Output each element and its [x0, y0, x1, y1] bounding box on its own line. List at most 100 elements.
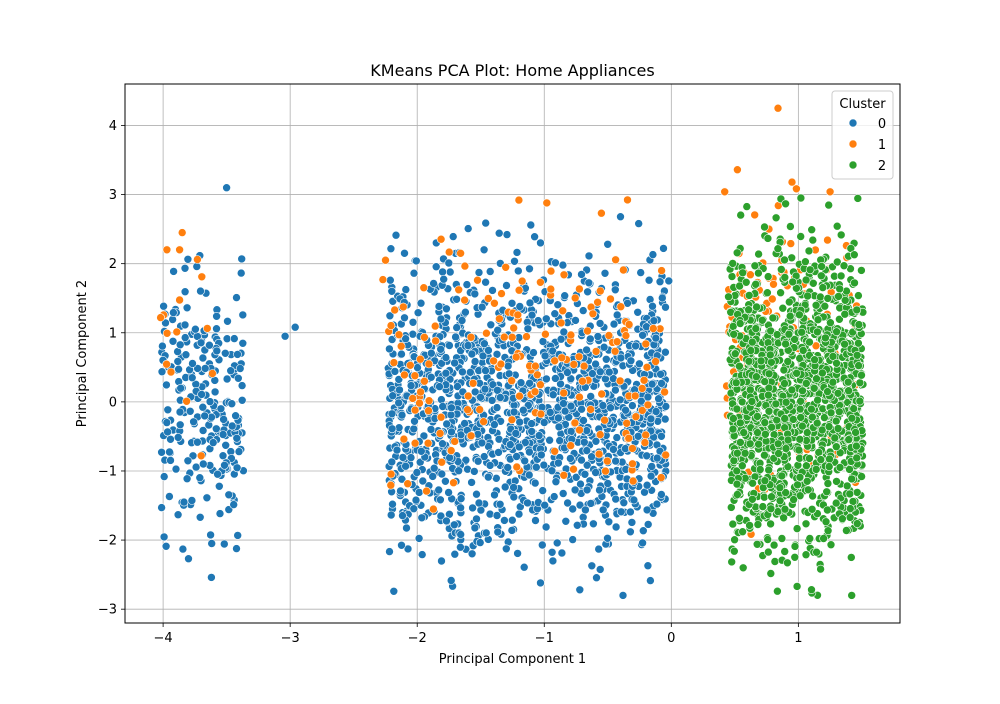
point-cluster-2 — [813, 327, 822, 337]
point-cluster-0 — [157, 367, 167, 377]
point-cluster-2 — [735, 418, 745, 428]
point-cluster-0 — [595, 367, 605, 377]
point-cluster-2 — [735, 513, 744, 523]
point-cluster-0 — [473, 456, 483, 466]
point-cluster-0 — [183, 254, 193, 264]
point-cluster-2 — [824, 200, 834, 210]
point-cluster-1 — [162, 245, 172, 255]
point-cluster-0 — [468, 503, 477, 513]
point-cluster-0 — [591, 468, 600, 477]
point-cluster-2 — [821, 517, 831, 527]
point-cluster-0 — [438, 267, 447, 277]
point-cluster-2 — [790, 542, 800, 551]
point-cluster-1 — [177, 228, 187, 237]
point-cluster-1 — [182, 396, 191, 406]
point-cluster-2 — [801, 275, 811, 285]
point-cluster-0 — [603, 240, 613, 249]
point-cluster-0 — [577, 455, 586, 465]
point-cluster-2 — [816, 455, 826, 464]
point-cluster-2 — [761, 429, 770, 439]
point-cluster-2 — [847, 413, 857, 423]
point-cluster-0 — [397, 410, 407, 420]
point-cluster-0 — [410, 416, 419, 426]
point-cluster-2 — [807, 225, 817, 234]
point-cluster-0 — [488, 286, 497, 295]
point-cluster-0 — [601, 354, 611, 364]
point-cluster-2 — [745, 521, 754, 530]
point-cluster-0 — [626, 507, 635, 517]
point-cluster-0 — [403, 544, 413, 554]
point-cluster-2 — [775, 483, 785, 493]
point-cluster-2 — [792, 368, 801, 378]
point-cluster-0 — [193, 437, 202, 447]
point-cluster-2 — [811, 465, 821, 474]
point-cluster-2 — [767, 492, 776, 502]
point-cluster-2 — [852, 453, 862, 463]
point-cluster-2 — [846, 553, 856, 562]
point-cluster-1 — [648, 324, 658, 333]
point-cluster-0 — [387, 424, 397, 434]
point-cluster-0 — [202, 493, 212, 503]
point-cluster-1 — [823, 235, 832, 245]
point-cluster-2 — [850, 278, 859, 288]
point-cluster-0 — [592, 573, 601, 583]
point-cluster-2 — [831, 498, 841, 508]
point-cluster-1 — [621, 331, 631, 340]
point-cluster-2 — [780, 255, 789, 265]
point-cluster-1 — [536, 277, 545, 287]
point-cluster-0 — [520, 438, 530, 447]
point-cluster-2 — [760, 418, 770, 427]
point-cluster-0 — [180, 263, 190, 273]
point-cluster-0 — [206, 530, 215, 540]
point-cluster-2 — [802, 428, 812, 437]
point-cluster-0 — [386, 244, 396, 253]
point-cluster-1 — [450, 437, 460, 446]
point-cluster-1 — [496, 359, 506, 369]
point-cluster-2 — [801, 550, 811, 560]
point-cluster-2 — [767, 357, 776, 367]
point-cluster-2 — [760, 222, 769, 232]
point-cluster-2 — [826, 318, 835, 328]
point-cluster-2 — [760, 450, 769, 460]
point-cluster-2 — [802, 476, 812, 486]
point-cluster-0 — [547, 547, 557, 557]
point-cluster-2 — [848, 497, 858, 506]
point-cluster-1 — [172, 327, 182, 337]
point-cluster-2 — [732, 248, 742, 258]
point-cluster-0 — [615, 395, 625, 405]
point-cluster-0 — [500, 516, 509, 525]
point-cluster-2 — [779, 513, 788, 523]
point-cluster-1 — [495, 314, 504, 324]
point-cluster-0 — [280, 331, 290, 341]
point-cluster-1 — [423, 438, 433, 448]
point-cluster-2 — [792, 582, 802, 591]
point-cluster-1 — [602, 456, 612, 466]
point-cluster-0 — [655, 277, 665, 287]
point-cluster-2 — [807, 504, 817, 514]
point-cluster-1 — [431, 336, 440, 346]
point-cluster-2 — [854, 291, 863, 300]
point-cluster-2 — [764, 465, 774, 475]
point-cluster-1 — [468, 378, 478, 388]
point-cluster-2 — [843, 377, 853, 387]
point-cluster-2 — [740, 448, 750, 458]
point-cluster-2 — [780, 547, 790, 556]
point-cluster-1 — [454, 285, 464, 295]
point-cluster-2 — [779, 365, 789, 375]
point-cluster-0 — [238, 310, 248, 320]
point-cluster-0 — [413, 308, 423, 318]
point-cluster-1 — [507, 415, 517, 425]
point-cluster-1 — [514, 195, 524, 205]
point-cluster-0 — [187, 373, 197, 383]
point-cluster-1 — [193, 255, 202, 264]
point-cluster-0 — [426, 425, 436, 434]
point-cluster-0 — [501, 544, 511, 554]
point-cluster-2 — [787, 253, 797, 263]
point-cluster-0 — [618, 591, 628, 600]
point-cluster-2 — [831, 416, 841, 426]
point-cluster-0 — [661, 302, 670, 312]
point-cluster-0 — [509, 407, 519, 417]
point-cluster-0 — [563, 368, 572, 377]
point-cluster-0 — [560, 291, 570, 301]
